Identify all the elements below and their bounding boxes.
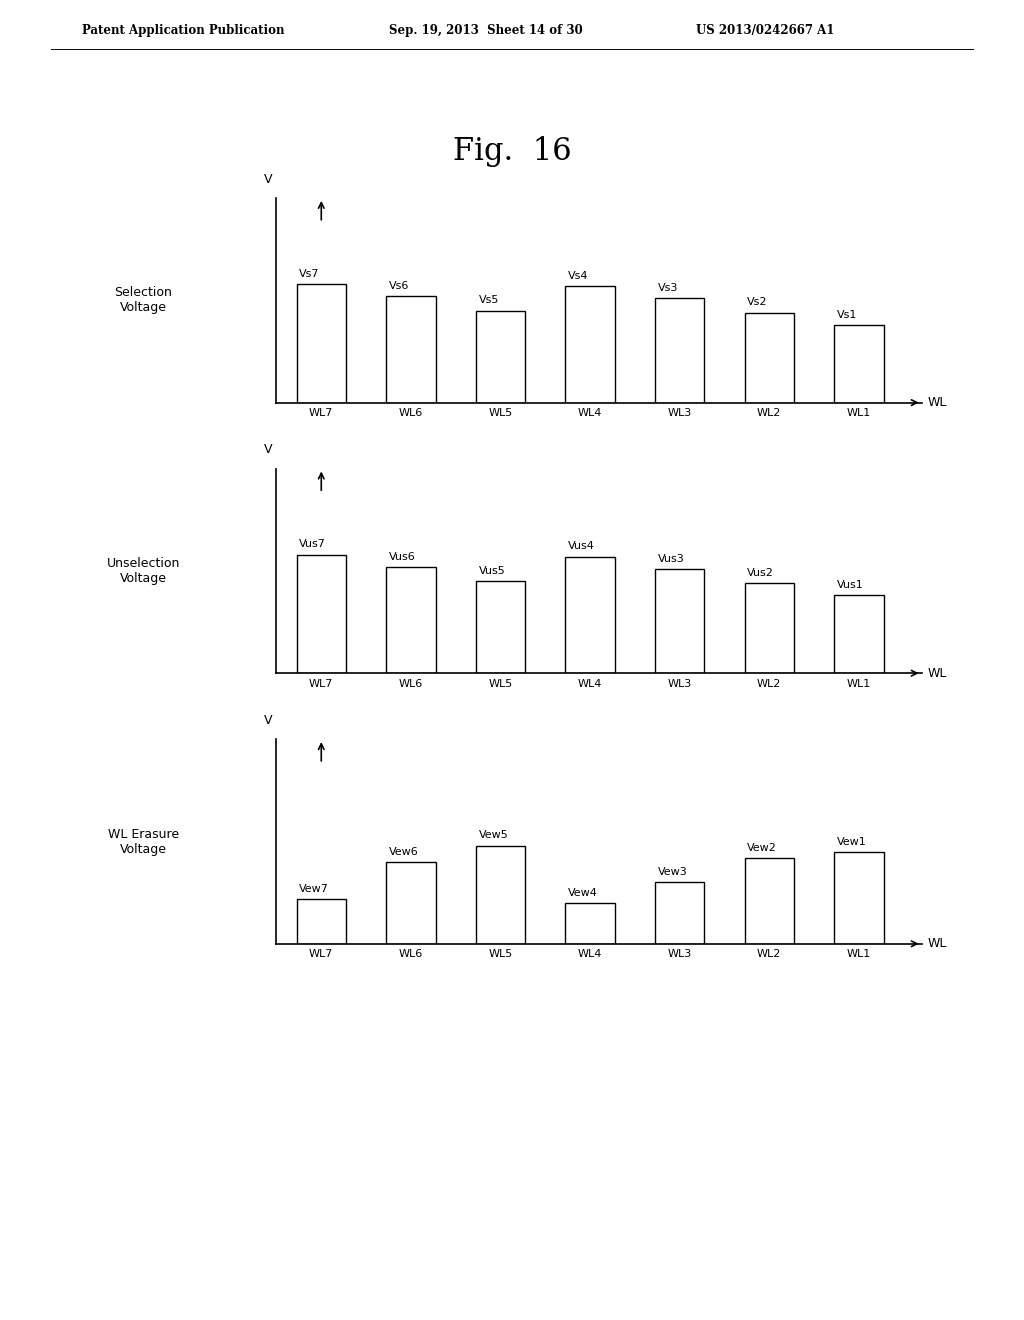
Text: Vew7: Vew7: [299, 883, 329, 894]
Bar: [744, 583, 794, 673]
Text: Vs2: Vs2: [748, 297, 768, 308]
Text: V: V: [263, 444, 272, 457]
Bar: [835, 595, 884, 673]
Text: Vew1: Vew1: [837, 837, 866, 846]
Text: Unselection
Voltage: Unselection Voltage: [106, 557, 180, 585]
Bar: [476, 310, 525, 403]
Text: WL: WL: [928, 667, 947, 680]
Text: Vus1: Vus1: [837, 581, 863, 590]
Bar: [476, 581, 525, 673]
Text: Vus5: Vus5: [478, 566, 505, 576]
Bar: [297, 899, 346, 944]
Bar: [565, 286, 614, 403]
Text: Vs7: Vs7: [299, 269, 319, 279]
Text: Patent Application Publication: Patent Application Publication: [82, 24, 285, 37]
Bar: [476, 846, 525, 944]
Text: Fig.  16: Fig. 16: [453, 136, 571, 168]
Text: Vs4: Vs4: [568, 271, 589, 281]
Bar: [655, 569, 705, 673]
Bar: [386, 566, 435, 673]
Bar: [744, 858, 794, 944]
Text: US 2013/0242667 A1: US 2013/0242667 A1: [696, 24, 835, 37]
Text: V: V: [263, 173, 272, 186]
Text: Vus3: Vus3: [657, 553, 684, 564]
Text: Vus2: Vus2: [748, 568, 774, 578]
Bar: [297, 284, 346, 403]
Text: Vs3: Vs3: [657, 282, 678, 293]
Bar: [655, 298, 705, 403]
Bar: [386, 862, 435, 944]
Bar: [297, 554, 346, 673]
Text: Vs5: Vs5: [478, 296, 499, 305]
Text: WL: WL: [928, 937, 947, 950]
Text: Vus7: Vus7: [299, 540, 327, 549]
Text: Vus4: Vus4: [568, 541, 595, 552]
Text: Selection
Voltage: Selection Voltage: [115, 286, 172, 314]
Text: Vew2: Vew2: [748, 842, 777, 853]
Text: Vs6: Vs6: [389, 281, 410, 292]
Bar: [744, 313, 794, 403]
Text: WL Erasure
Voltage: WL Erasure Voltage: [108, 828, 179, 855]
Bar: [386, 296, 435, 403]
Text: Vus6: Vus6: [389, 552, 416, 562]
Bar: [655, 883, 705, 944]
Text: Vew4: Vew4: [568, 888, 598, 898]
Bar: [835, 851, 884, 944]
Bar: [565, 557, 614, 673]
Text: WL: WL: [928, 396, 947, 409]
Text: V: V: [263, 714, 272, 727]
Text: Vew6: Vew6: [389, 847, 419, 857]
Text: Sep. 19, 2013  Sheet 14 of 30: Sep. 19, 2013 Sheet 14 of 30: [389, 24, 583, 37]
Bar: [835, 325, 884, 403]
Text: Vew5: Vew5: [478, 830, 508, 841]
Bar: [565, 903, 614, 944]
Text: Vew3: Vew3: [657, 867, 687, 878]
Text: Vs1: Vs1: [837, 310, 857, 319]
